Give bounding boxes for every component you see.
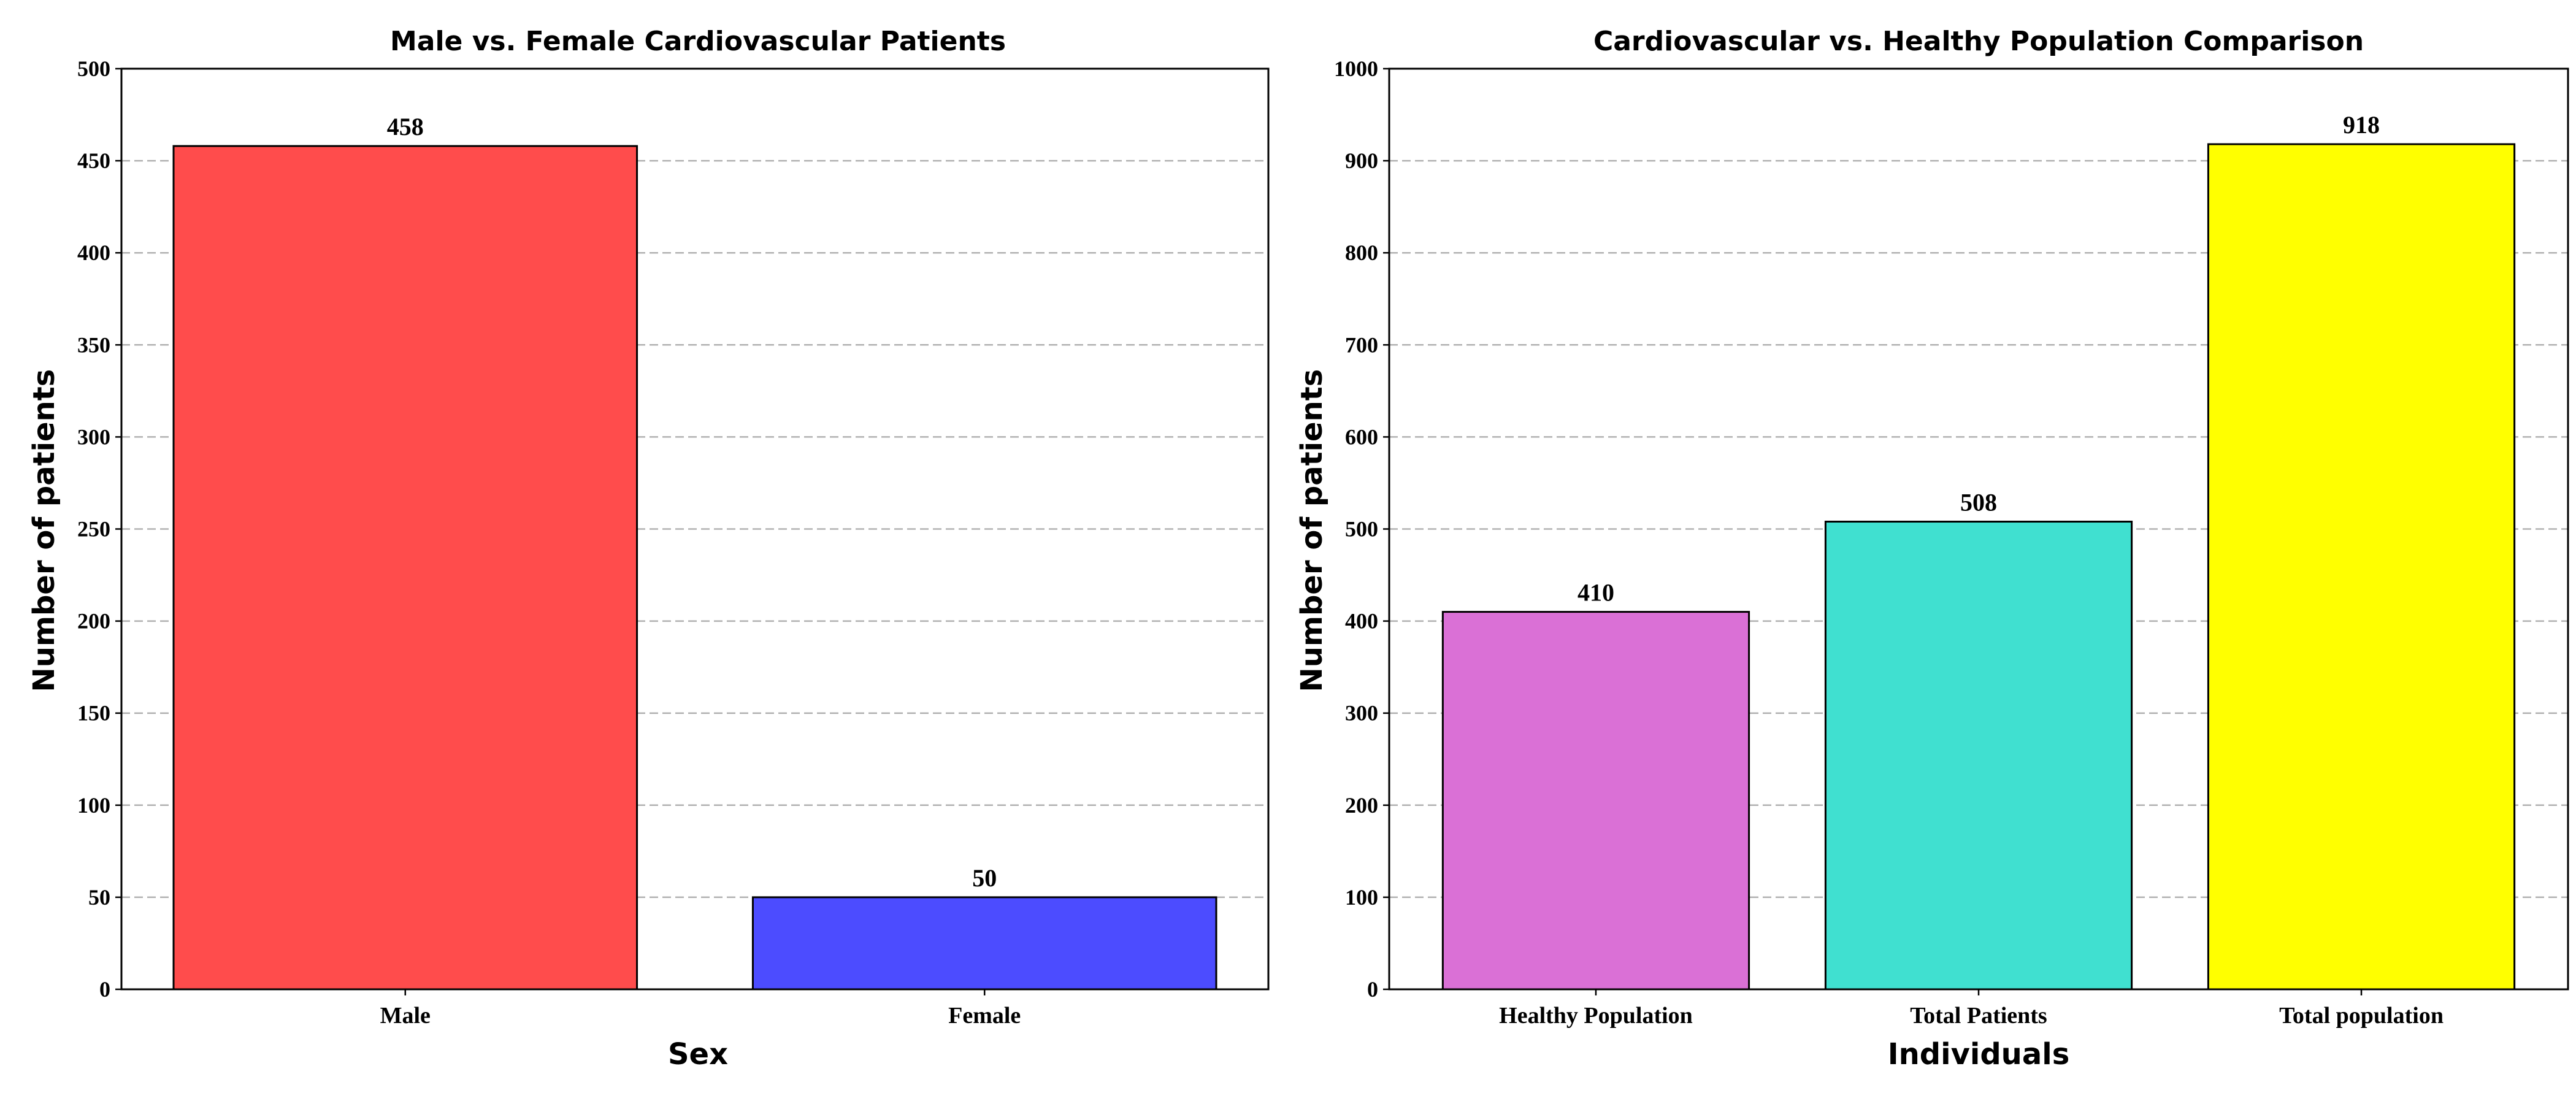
x-axis-label: Sex <box>668 1037 728 1071</box>
x-tick-label: Female <box>948 1003 1021 1029</box>
bar-value-label: 458 <box>387 113 424 140</box>
y-tick-label: 350 <box>77 332 110 357</box>
y-tick-label: 300 <box>1345 701 1378 726</box>
bar-total-patients <box>1824 520 2133 991</box>
y-axis-label: Number of patients <box>27 369 61 692</box>
chart-sex: Male vs. Female Cardiovascular Patients … <box>27 26 1270 1071</box>
chart-title: Male vs. Female Cardiovascular Patients <box>390 26 1006 57</box>
x-tick-label: Total population <box>2279 1003 2444 1029</box>
plot-frame <box>1388 67 2569 991</box>
y-tick-label: 500 <box>1345 517 1378 542</box>
y-tick-label: 450 <box>77 148 110 173</box>
y-tick-label: 300 <box>77 424 110 449</box>
x-tick-label: Healthy Population <box>1499 1003 1693 1029</box>
y-tick-label: 400 <box>1345 609 1378 634</box>
y-tick-label: 150 <box>77 701 110 726</box>
y-tick-label: 100 <box>1345 885 1378 910</box>
bar-value-label: 410 <box>1577 579 1614 607</box>
y-tick-label: 50 <box>88 885 110 910</box>
y-tick-label: 400 <box>77 240 110 265</box>
y-tick-label: 600 <box>1345 424 1378 449</box>
bar-healthy-population <box>1441 611 1750 991</box>
y-tick-label: 1000 <box>1334 56 1378 81</box>
y-axis-label: Number of patients <box>1295 369 1329 692</box>
chart-title: Cardiovascular vs. Healthy Population Co… <box>1593 26 2364 57</box>
bar-female <box>751 896 1217 991</box>
bar-value-label: 918 <box>2343 111 2380 139</box>
y-tick-label: 100 <box>77 793 110 818</box>
chart-population: Cardiovascular vs. Healthy Population Co… <box>1295 26 2569 1071</box>
x-tick-label: Total Patients <box>1910 1003 2047 1029</box>
x-tick-label: Male <box>380 1003 431 1029</box>
bar-total-population <box>2207 143 2516 991</box>
bar-male <box>172 145 638 991</box>
bar-value-label: 508 <box>1960 488 1997 516</box>
y-tick-label: 500 <box>77 56 110 81</box>
y-tick-label: 0 <box>1367 977 1378 1002</box>
y-tick-label: 700 <box>1345 332 1378 357</box>
y-tick-label: 800 <box>1345 240 1378 265</box>
x-axis-label: Individuals <box>1888 1037 2070 1071</box>
y-tick-label: 250 <box>77 517 110 542</box>
bar-value-label: 50 <box>972 864 997 892</box>
y-tick-label: 200 <box>77 609 110 634</box>
y-tick-label: 200 <box>1345 793 1378 818</box>
y-tick-label: 900 <box>1345 148 1378 173</box>
y-tick-label: 0 <box>99 977 110 1002</box>
plot-frame <box>120 67 1270 991</box>
